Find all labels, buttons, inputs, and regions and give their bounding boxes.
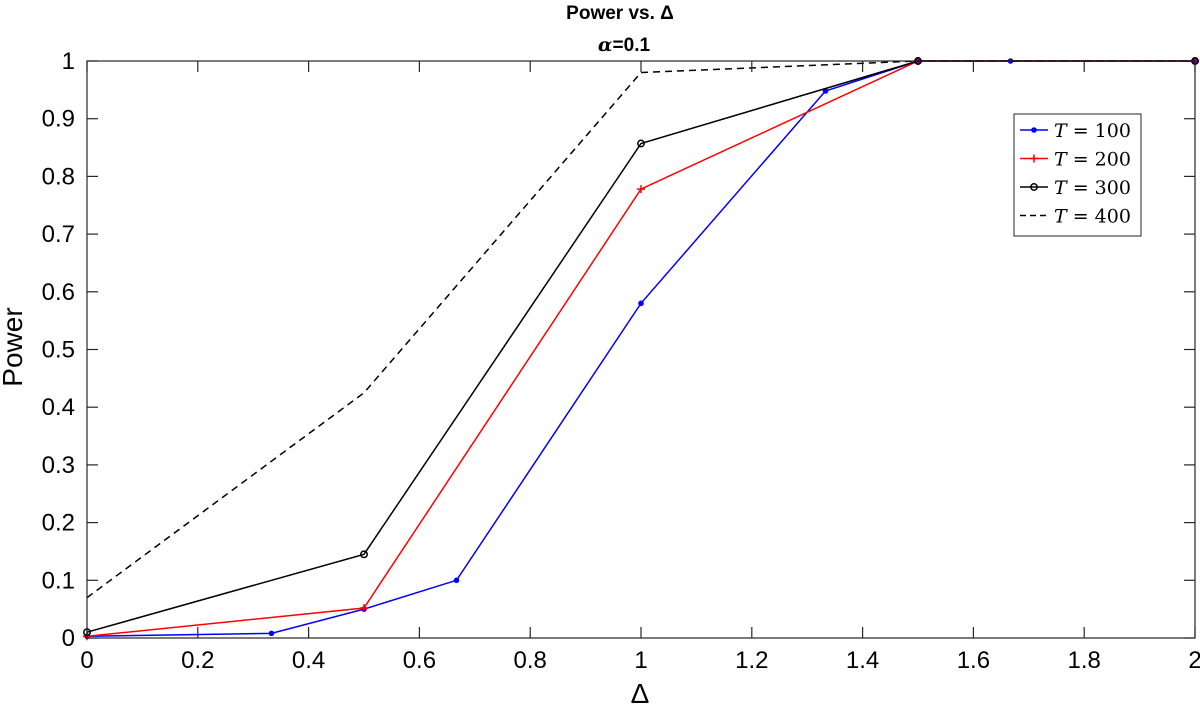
x-tick-label: 0.4 xyxy=(292,647,325,674)
legend-item-1: T = 100 xyxy=(1020,120,1131,142)
series-3-point xyxy=(637,139,645,148)
y-tick-label: 0.1 xyxy=(42,567,75,594)
y-tick-label: 0.5 xyxy=(42,337,75,364)
x-tick-label: 1.2 xyxy=(735,647,768,674)
legend-label-var: T xyxy=(1054,149,1068,171)
y-tick-label: 0.9 xyxy=(42,106,75,133)
legend-label-var: T xyxy=(1054,177,1068,199)
legend-marker xyxy=(1031,127,1037,133)
y-tick-label: 0.2 xyxy=(42,510,75,537)
series-3-point xyxy=(360,550,368,559)
chart-subtitle-symbol: α xyxy=(598,34,613,56)
legend-label: T = 200 xyxy=(1054,149,1131,171)
legend-marker xyxy=(1030,183,1038,191)
x-tick-label: 1.4 xyxy=(846,647,879,674)
y-tick-label: 0.6 xyxy=(42,279,75,306)
legend-marker xyxy=(1030,154,1038,163)
series-1-point xyxy=(638,300,644,307)
y-tick-label: 0.8 xyxy=(42,163,75,190)
legend-item-3: T = 300 xyxy=(1020,177,1131,199)
legend-label-value: = 200 xyxy=(1067,149,1131,171)
y-axis-label: Power xyxy=(0,307,28,386)
series-4-line xyxy=(86,60,1195,599)
legend-label-value: = 400 xyxy=(1067,206,1131,228)
series-2-point xyxy=(637,185,645,194)
y-tick-label: 0.4 xyxy=(42,394,75,421)
legend-label-value: = 300 xyxy=(1067,177,1131,199)
y-tick-label: 1 xyxy=(62,48,75,75)
y-tick-label: 0 xyxy=(62,625,75,652)
chart-subtitle: α=0.1 xyxy=(598,34,651,56)
x-tick-label: 1.8 xyxy=(1068,647,1101,674)
series-1-point xyxy=(453,577,460,584)
x-axis-label: Δ xyxy=(631,678,650,708)
legend-label-value: = 100 xyxy=(1067,120,1131,142)
chart-title-group: Power vs. Δ α=0.1 xyxy=(566,3,674,56)
legend-item-2: T = 200 xyxy=(1020,149,1131,171)
plot-area xyxy=(87,61,1195,638)
legend-item-4: T = 400 xyxy=(1020,206,1131,228)
series-1-point xyxy=(268,630,275,637)
legend-label: T = 300 xyxy=(1054,177,1131,199)
series-2-point xyxy=(360,603,368,612)
x-tick-label: 0 xyxy=(80,647,93,674)
x-tick-label: 0.8 xyxy=(514,647,547,674)
chart-subtitle-value: =0.1 xyxy=(613,35,651,56)
legend-label: T = 400 xyxy=(1054,206,1131,228)
x-tick-label: 0.2 xyxy=(181,647,214,674)
chart-title: Power vs. Δ xyxy=(566,3,674,24)
legend-label-var: T xyxy=(1054,120,1068,142)
y-tick-label: 0.7 xyxy=(42,221,75,248)
y-tick-label: 0.3 xyxy=(42,452,75,479)
x-tick-label: 2 xyxy=(1188,647,1200,674)
ticks-layer: 0 0.2 0.4 0.6 0.8 1 1.2 1.4 1.6 1.8 2 0 0.1 0.2 0.3 0.4… xyxy=(42,48,1200,674)
x-tick-label: 1 xyxy=(634,647,647,674)
series-4 xyxy=(86,60,1195,599)
legend-label: T = 100 xyxy=(1054,120,1131,142)
x-tick-label: 0.6 xyxy=(403,647,436,674)
x-tick-label: 1.6 xyxy=(957,647,990,674)
legend-label-var: T xyxy=(1054,206,1068,228)
plot-box xyxy=(87,61,1195,638)
